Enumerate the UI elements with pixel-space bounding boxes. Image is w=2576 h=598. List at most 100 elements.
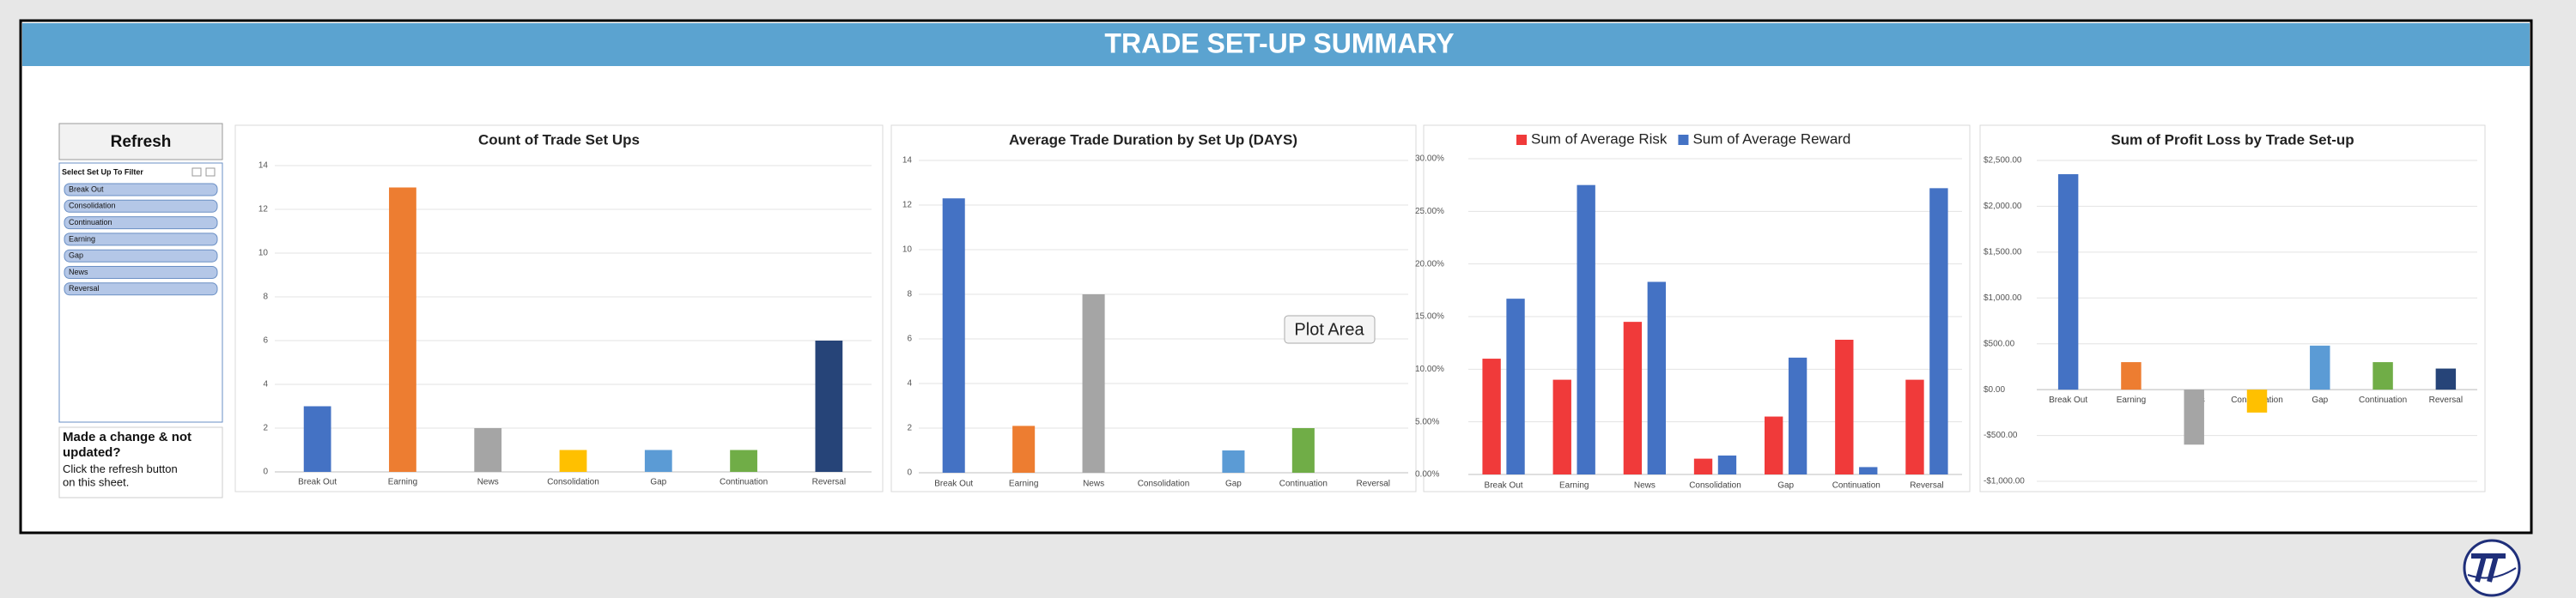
bar	[1835, 339, 1854, 474]
multi-select-icon[interactable]	[191, 167, 202, 177]
bar	[2057, 174, 2079, 390]
x-tick-label: News	[1083, 480, 1104, 489]
slicer-item-label[interactable]: Reversal	[69, 284, 100, 293]
refresh-button[interactable]	[58, 123, 223, 160]
slicer-item-label[interactable]: Earning	[69, 234, 95, 243]
slicer-item[interactable]	[64, 183, 218, 196]
bar	[2121, 362, 2142, 390]
chart-panel	[890, 124, 1417, 492]
y-tick-label: 2	[263, 424, 268, 433]
bar	[1552, 379, 1571, 474]
y-tick-label: 0	[263, 468, 268, 477]
y-tick-label: 12	[902, 201, 913, 210]
slicer-items: Break Out Consolidation Continuation Earnin…	[64, 183, 218, 296]
bar	[2184, 390, 2204, 445]
logo	[2463, 539, 2521, 597]
refresh-label[interactable]: Refresh	[111, 133, 172, 151]
y-tick-label: 20.00%	[1415, 259, 1444, 269]
y-tick-label: 15.00%	[1415, 312, 1444, 322]
bar	[942, 198, 965, 473]
y-tick-label: 0	[907, 468, 912, 478]
x-tick-label: Earning	[2117, 396, 2146, 405]
chart-panel	[1423, 124, 1971, 492]
slicer-item[interactable]	[64, 233, 218, 246]
bar	[1788, 357, 1807, 474]
x-tick-label: Continuation	[720, 478, 768, 487]
page-title: TRADE SET-UP SUMMARY	[1104, 27, 1454, 58]
y-tick-label: 0.00%	[1415, 470, 1439, 480]
y-tick-label: 14	[258, 161, 269, 171]
bar	[2372, 362, 2393, 390]
tooltip	[1284, 315, 1376, 344]
x-tick-label: Break Out	[934, 480, 973, 489]
slicer-item[interactable]	[64, 266, 218, 279]
bar	[644, 450, 672, 472]
x-tick-label: Earning	[1559, 481, 1589, 491]
y-tick-label: 10	[258, 249, 269, 258]
clear-filter-icon[interactable]	[205, 167, 216, 177]
bar	[730, 450, 757, 472]
x-tick-label: Earning	[388, 478, 417, 487]
bar	[2246, 390, 2268, 413]
slicer-item-label[interactable]: Break Out	[69, 184, 104, 193]
slicer-item-label[interactable]: Continuation	[69, 218, 112, 227]
y-tick-label: $1,500.00	[1984, 247, 2022, 257]
slicer-item[interactable]	[64, 216, 218, 230]
note-box	[58, 426, 223, 498]
x-tick-label: Continuation	[1832, 481, 1880, 491]
bar	[1222, 450, 1245, 473]
x-tick-label: Consolidation	[547, 478, 599, 487]
x-tick-label: Consolidation	[1138, 480, 1190, 489]
y-tick-label: $500.00	[1984, 339, 2015, 348]
bar	[1577, 184, 1595, 474]
x-tick-label: Gap	[2312, 396, 2328, 405]
chart-title: Average Trade Duration by Set Up (DAYS)	[1009, 131, 1297, 148]
bar	[1623, 322, 1643, 474]
y-tick-label: $2,500.00	[1984, 156, 2022, 166]
y-tick-label: 12	[258, 205, 269, 214]
bar	[1482, 359, 1501, 474]
bar	[389, 187, 416, 472]
bar	[1647, 281, 1666, 474]
note-heading: Made a change & not updated?	[63, 430, 191, 460]
slicer-item-label[interactable]: News	[69, 268, 88, 276]
x-tick-label: Gap	[1225, 480, 1242, 489]
bar	[474, 428, 502, 472]
slicer-item[interactable]	[64, 199, 218, 213]
y-tick-label: -$1,000.00	[1984, 477, 2025, 486]
y-tick-label: 8	[907, 290, 912, 299]
y-tick-label: 4	[907, 379, 912, 389]
y-tick-label: 6	[263, 336, 268, 346]
bar	[1859, 467, 1878, 474]
bar	[815, 341, 843, 472]
x-tick-label: Gap	[650, 478, 666, 487]
bar	[1012, 426, 1036, 473]
y-tick-label: 14	[902, 156, 913, 166]
slicer-item-label[interactable]: Gap	[69, 251, 83, 260]
slicer-item[interactable]	[64, 249, 218, 263]
title-bar	[22, 23, 2530, 66]
x-tick-label: Break Out	[298, 478, 337, 487]
slicer-item-label[interactable]: Consolidation	[69, 202, 116, 210]
chart-title: Count of Trade Set Ups	[478, 131, 640, 148]
bar	[1082, 294, 1105, 473]
x-tick-label: News	[1634, 481, 1656, 491]
y-tick-label: $1,000.00	[1984, 293, 2022, 303]
chart-panel	[1979, 124, 2486, 492]
y-tick-label: 10	[902, 245, 913, 255]
legend-swatch	[1678, 135, 1689, 145]
legend-swatch	[1516, 135, 1527, 145]
y-tick-label: 10.00%	[1415, 365, 1444, 374]
x-tick-label: Gap	[1777, 481, 1794, 491]
x-tick-label: Reversal	[1910, 481, 1943, 491]
bar	[1693, 458, 1713, 474]
slicer-title: Select Set Up To Filter	[62, 167, 143, 176]
bar	[1291, 428, 1315, 473]
y-tick-label: 6	[907, 335, 912, 344]
x-tick-label: Reversal	[812, 478, 846, 487]
bar	[303, 406, 331, 472]
x-tick-label: News	[477, 478, 499, 487]
slicer-item[interactable]	[64, 282, 218, 296]
